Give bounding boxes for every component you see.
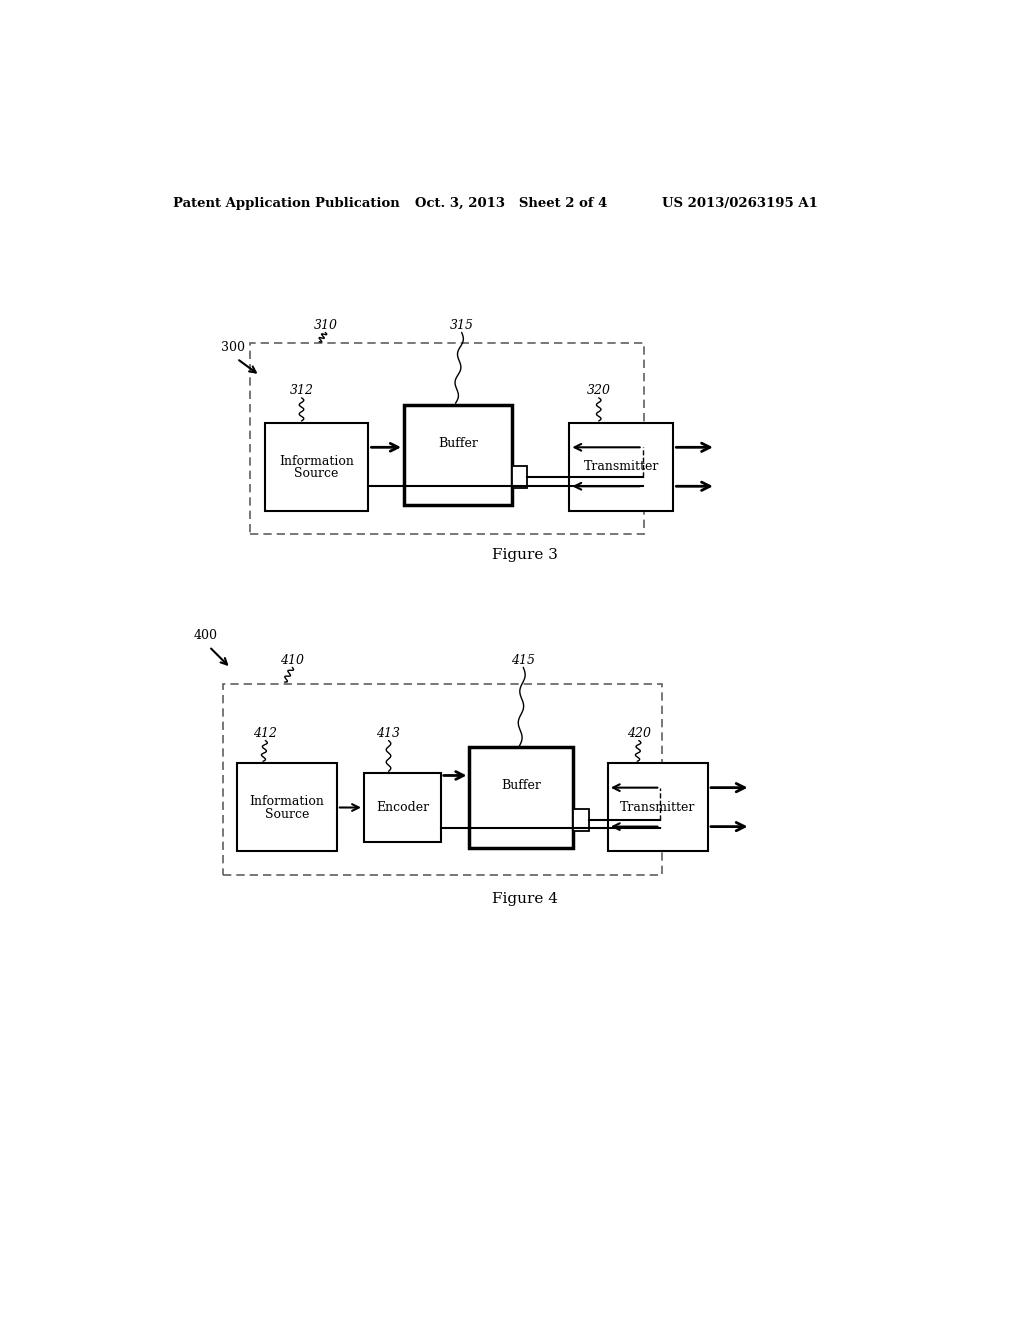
- Text: Encoder: Encoder: [376, 801, 429, 814]
- Text: Oct. 3, 2013   Sheet 2 of 4: Oct. 3, 2013 Sheet 2 of 4: [416, 197, 608, 210]
- Bar: [250, 343, 644, 535]
- Text: 312: 312: [290, 384, 313, 397]
- Text: Figure 3: Figure 3: [492, 548, 558, 562]
- Text: 310: 310: [313, 318, 337, 331]
- Text: 300: 300: [221, 341, 246, 354]
- Text: US 2013/0263195 A1: US 2013/0263195 A1: [662, 197, 818, 210]
- Text: Figure 4: Figure 4: [492, 892, 558, 906]
- Text: Information: Information: [250, 795, 325, 808]
- Text: Information: Information: [280, 455, 354, 467]
- Text: 315: 315: [450, 318, 474, 331]
- Text: 400: 400: [194, 630, 218, 643]
- Bar: [573, 809, 589, 830]
- Bar: [569, 422, 674, 511]
- Bar: [264, 422, 369, 511]
- Bar: [364, 774, 441, 842]
- Bar: [469, 747, 573, 847]
- Text: Buffer: Buffer: [502, 779, 542, 792]
- Text: 320: 320: [587, 384, 610, 397]
- Bar: [223, 684, 662, 875]
- Text: Source: Source: [294, 467, 339, 480]
- Text: Patent Application Publication: Patent Application Publication: [173, 197, 399, 210]
- Text: 412: 412: [253, 727, 278, 739]
- Bar: [608, 763, 708, 851]
- Text: Buffer: Buffer: [438, 437, 478, 450]
- Text: 413: 413: [377, 727, 400, 739]
- Bar: [512, 466, 527, 488]
- Text: Source: Source: [264, 808, 309, 821]
- Bar: [403, 405, 512, 506]
- Bar: [237, 763, 337, 851]
- Text: Transmitter: Transmitter: [584, 461, 659, 474]
- Text: Transmitter: Transmitter: [621, 801, 695, 813]
- Text: 420: 420: [627, 727, 651, 739]
- Text: 415: 415: [511, 653, 536, 667]
- Text: 410: 410: [281, 653, 304, 667]
